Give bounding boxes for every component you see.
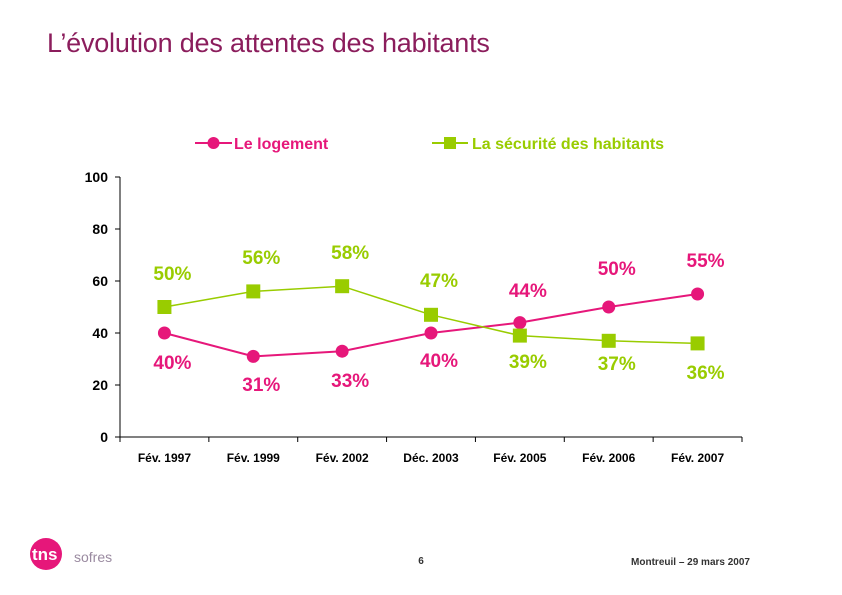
page-title: L’évolution des attentes des habitants [47, 28, 490, 58]
legend-label: La sécurité des habitants [472, 136, 664, 153]
y-tick-label: 80 [92, 221, 108, 237]
securite-point [690, 336, 705, 351]
x-tick-label: Fév. 1999 [227, 451, 280, 465]
logement-data-label: 40% [153, 353, 191, 374]
y-tick-label: 0 [100, 429, 108, 445]
securite-point [157, 300, 172, 314]
logement-data-label: 50% [598, 259, 636, 280]
footer-date: Montreuil – 29 mars 2007 [631, 557, 750, 568]
securite-data-label: 39% [509, 352, 547, 373]
x-tick-label: Déc. 2003 [403, 451, 459, 465]
logement-data-label: 44% [509, 281, 547, 302]
logement-point [246, 349, 260, 363]
securite-point [246, 284, 261, 299]
securite-data-label: 47% [420, 271, 458, 292]
series-line-logement [164, 293, 698, 358]
logement-point [513, 316, 527, 330]
logement-point [602, 300, 616, 314]
logement-data-label: 31% [242, 375, 280, 396]
y-tick-label: 100 [85, 169, 109, 185]
logement-point [335, 344, 349, 358]
x-tick-label: Fév. 1997 [138, 451, 191, 465]
page-number: 6 [418, 556, 424, 567]
securite-data-label: 50% [153, 264, 191, 285]
logement-data-label: 33% [331, 371, 369, 392]
logement-point [157, 326, 171, 340]
securite-data-label: 58% [331, 243, 369, 264]
x-tick-label: Fév. 2002 [316, 451, 369, 465]
logement-data-label: 40% [420, 351, 458, 372]
x-tick-label: Fév. 2005 [493, 451, 546, 465]
legend-marker-logement [207, 137, 220, 149]
line-chart: 0 20 40 60 80 100 Fév. 1997 Fév. 1999 Fév. 2002 D… [85, 136, 743, 465]
legend-marker-securite [444, 137, 456, 149]
y-tick-label: 40 [92, 325, 108, 341]
securite-point [424, 307, 438, 322]
y-tick-label: 60 [92, 273, 108, 289]
tns-sofres-logo: tns sofres [28, 532, 118, 576]
legend-label: Le logement [234, 136, 329, 153]
securite-point [601, 333, 616, 348]
securite-data-label: 56% [242, 248, 280, 269]
logement-data-label: 55% [687, 251, 725, 272]
securite-data-label: 36% [687, 363, 725, 384]
y-tick-label: 20 [92, 377, 108, 393]
x-tick-label: Fév. 2007 [671, 451, 724, 465]
securite-data-label: 37% [598, 354, 636, 375]
logo-brand: tns [32, 545, 58, 564]
securite-point [512, 328, 527, 343]
securite-point [335, 279, 350, 294]
x-tick-label: Fév. 2006 [582, 451, 635, 465]
logement-point [424, 326, 438, 340]
logement-point [691, 287, 705, 301]
logo-sub: sofres [74, 549, 112, 565]
